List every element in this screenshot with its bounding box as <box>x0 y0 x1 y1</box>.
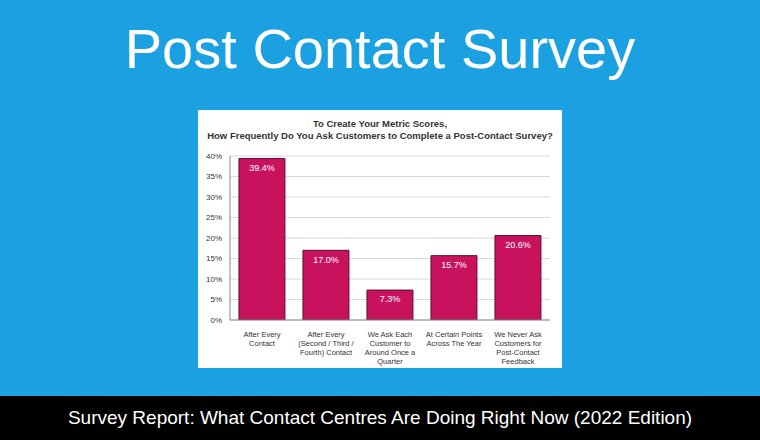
svg-text:We Ask EachCustomer toAround O: We Ask EachCustomer toAround Once aQuart… <box>365 330 416 366</box>
svg-text:5%: 5% <box>210 295 222 304</box>
svg-text:At Certain PointsAcross The Ye: At Certain PointsAcross The Year <box>426 330 483 348</box>
svg-text:30%: 30% <box>206 193 222 202</box>
svg-text:After EveryContact: After EveryContact <box>243 330 280 348</box>
html-text:Survey Report: What Contact Ce: Survey Report: What Contact Centres Are … <box>67 407 693 428</box>
svg-text:20.6%: 20.6% <box>505 240 531 250</box>
svg-text:15%: 15% <box>206 254 222 263</box>
svg-text:7.3%: 7.3% <box>380 294 401 304</box>
html-text:To Create Your Metric Scores,: To Create Your Metric Scores, <box>312 118 447 129</box>
svg-text:15.7%: 15.7% <box>441 260 467 270</box>
svg-text:20%: 20% <box>206 234 222 243</box>
svg-text:After Every(Second / Third /Fo: After Every(Second / Third /Fourth) Cont… <box>298 330 354 357</box>
svg-text:We Never AskCustomers forPost-: We Never AskCustomers forPost-ContactFee… <box>494 330 542 366</box>
svg-text:10%: 10% <box>206 275 222 284</box>
svg-text:25%: 25% <box>206 213 222 222</box>
html-text:How Frequently Do You Ask Cust: How Frequently Do You Ask Customers to C… <box>207 130 553 141</box>
svg-text:40%: 40% <box>206 152 222 161</box>
svg-text:0%: 0% <box>210 316 222 325</box>
svg-text:39.4%: 39.4% <box>249 163 275 173</box>
svg-text:17.0%: 17.0% <box>313 255 339 265</box>
html-text:Post Contact Survey: Post Contact Survey <box>124 17 636 80</box>
svg-text:35%: 35% <box>206 172 222 181</box>
